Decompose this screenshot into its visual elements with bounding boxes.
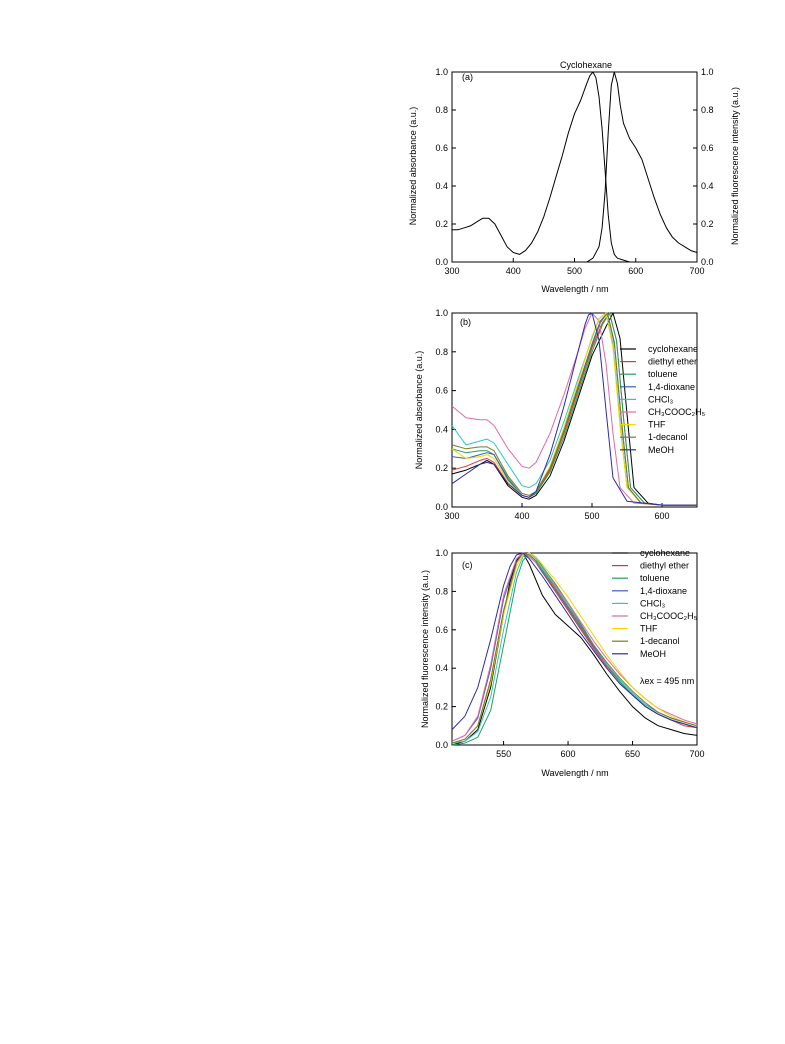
panel-b-y-tick-label: 0.4	[435, 424, 448, 434]
panel-c-y-tick-label: 0.6	[435, 625, 448, 635]
panel-a-y2-tick-label: 0.4	[701, 181, 714, 191]
panel-c-legend-entry: 1-decanol	[640, 636, 680, 646]
panel-a-y-tick-label: 0.0	[435, 257, 448, 267]
panel-c-legend-entry: diethyl ether	[640, 561, 689, 571]
panel-c-x-axis-label: Wavelength / nm	[541, 768, 608, 778]
panel-b-series-line-1-decanol	[451, 312, 697, 506]
panel-b-x-tick-label: 300	[444, 511, 459, 521]
panel-b-legend-entry: CH₃COOC₂H₅	[648, 407, 706, 417]
panel-b-legend-entry: 1-decanol	[648, 432, 688, 442]
panel-b-legend-entry: diethyl ether	[648, 357, 697, 367]
panel-b-legend-entry: THF	[648, 420, 666, 430]
panel-b-legend-entry: MeOH	[648, 445, 674, 455]
panel-b-y-tick-label: 0.8	[435, 347, 448, 357]
panel-b-plot-frame	[451, 312, 698, 508]
panel-c-plot-frame	[451, 552, 698, 746]
panel-a-y2-tick-label: 0.0	[701, 257, 714, 267]
panel-a-y2-tick-label: 0.6	[701, 143, 714, 153]
panel-a-series-line-curve-1	[586, 71, 698, 263]
panel-b-series-line-ch-cooc-h-	[451, 312, 697, 506]
panel-c-series-line-meoh	[451, 552, 698, 730]
panel-c-legend-entry: toluene	[640, 573, 670, 583]
panel-b-legend-entry: CHCl₃	[648, 394, 673, 404]
panel-c-series-line-thf	[451, 552, 698, 744]
panel-c-legend-entry: cyclohexane	[640, 548, 690, 558]
panel-b-y-tick-label: 0.6	[435, 386, 448, 396]
panel-c-label: (c)	[462, 560, 473, 570]
panel-b-x-tick-label: 500	[584, 511, 599, 521]
panel-b-legend-entry: toluene	[648, 369, 678, 379]
panel-a-y2-tick-label: 1.0	[701, 67, 714, 77]
panel-a-y-tick-label: 0.2	[435, 219, 448, 229]
panel-b-series-line-meoh	[451, 312, 697, 506]
panel-a-title: Cyclohexane	[560, 60, 612, 70]
panel-c-x-tick-label: 550	[496, 749, 511, 759]
panel-b-series-line-toluene	[451, 312, 697, 506]
panel-b-series-line-thf	[451, 312, 697, 506]
panel-c-x-tick-label: 700	[689, 749, 704, 759]
panel-b-y-tick-label: 1.0	[435, 308, 448, 318]
panel-a-x-tick-label: 600	[628, 266, 643, 276]
panel-c-y-tick-label: 0.2	[435, 702, 448, 712]
panel-b-series-line-cyclohexane	[451, 312, 697, 506]
panel-b-y-axis-label: Normalized absorbance (a.u.)	[414, 351, 424, 470]
panel-c-y-tick-label: 1.0	[435, 548, 448, 558]
panel-b-x-tick-label: 400	[514, 511, 529, 521]
panel-a-y-axis-label: Normalized absorbance (a.u.)	[408, 107, 418, 226]
panel-a-y-tick-label: 0.4	[435, 181, 448, 191]
panel-b-legend-entry: 1,4-dioxane	[648, 382, 695, 392]
panel-c-y-tick-label: 0.4	[435, 663, 448, 673]
panel-c-y-tick-label: 0.8	[435, 586, 448, 596]
panel-c-x-tick-label: 650	[625, 749, 640, 759]
panel-a-x-tick-label: 700	[689, 266, 704, 276]
panel-c-legend-entry: 1,4-dioxane	[640, 586, 687, 596]
panel-a-plot-frame	[451, 71, 698, 263]
panel-a-x-tick-label: 400	[506, 266, 521, 276]
panel-c-series-line-1-decanol	[451, 552, 698, 744]
panel-a-y2-tick-label: 0.2	[701, 219, 714, 229]
panel-c-series-line-chcl-	[451, 552, 698, 744]
panel-b-chart: (b) Normalized absorbance (a.u.) 300 400 5…	[414, 308, 706, 521]
panel-a-series-line-curve-0	[452, 71, 636, 263]
panel-b-y-tick-label: 0.2	[435, 463, 448, 473]
panel-a-x-axis-label: Wavelength / nm	[541, 284, 608, 294]
panel-a-label: (a)	[462, 72, 473, 82]
panel-c-y-tick-label: 0.0	[435, 740, 448, 750]
panel-c-x-tick-label: 600	[561, 749, 576, 759]
panel-b-legend-entry: cyclohexane	[648, 344, 698, 354]
panel-a-y-tick-label: 0.6	[435, 143, 448, 153]
panel-a-y2-axis-label: Normalized fluorescence intensity (a.u.)	[730, 87, 740, 245]
panel-a-y-tick-label: 0.8	[435, 105, 448, 115]
panel-c-y-axis-label: Normalized fluorescence intensity (a.u.)	[420, 570, 430, 728]
panel-b-x-tick-label: 600	[654, 511, 669, 521]
panel-c-legend-entry: CH₃COOC₂H₅	[640, 611, 698, 621]
panel-a-x-tick-label: 300	[444, 266, 459, 276]
panel-a-y2-tick-label: 0.8	[701, 105, 714, 115]
panel-b-y-tick-label: 0.0	[435, 502, 448, 512]
panel-c-chart: (c) Wavelength / nm Normalized fluoresce…	[420, 548, 705, 778]
panel-a-x-tick-label: 500	[567, 266, 582, 276]
panel-c-legend-entry: CHCl₃	[640, 598, 665, 608]
panel-b-label: (b)	[460, 317, 471, 327]
panel-a-chart: (a) Cyclohexane Wavelength / nm Normaliz…	[408, 60, 740, 294]
panel-c-legend-entry: MeOH	[640, 649, 666, 659]
panel-c-annotation: λex = 495 nm	[640, 676, 694, 686]
panel-a-y-tick-label: 1.0	[435, 67, 448, 77]
panel-c-legend-entry: THF	[640, 624, 658, 634]
